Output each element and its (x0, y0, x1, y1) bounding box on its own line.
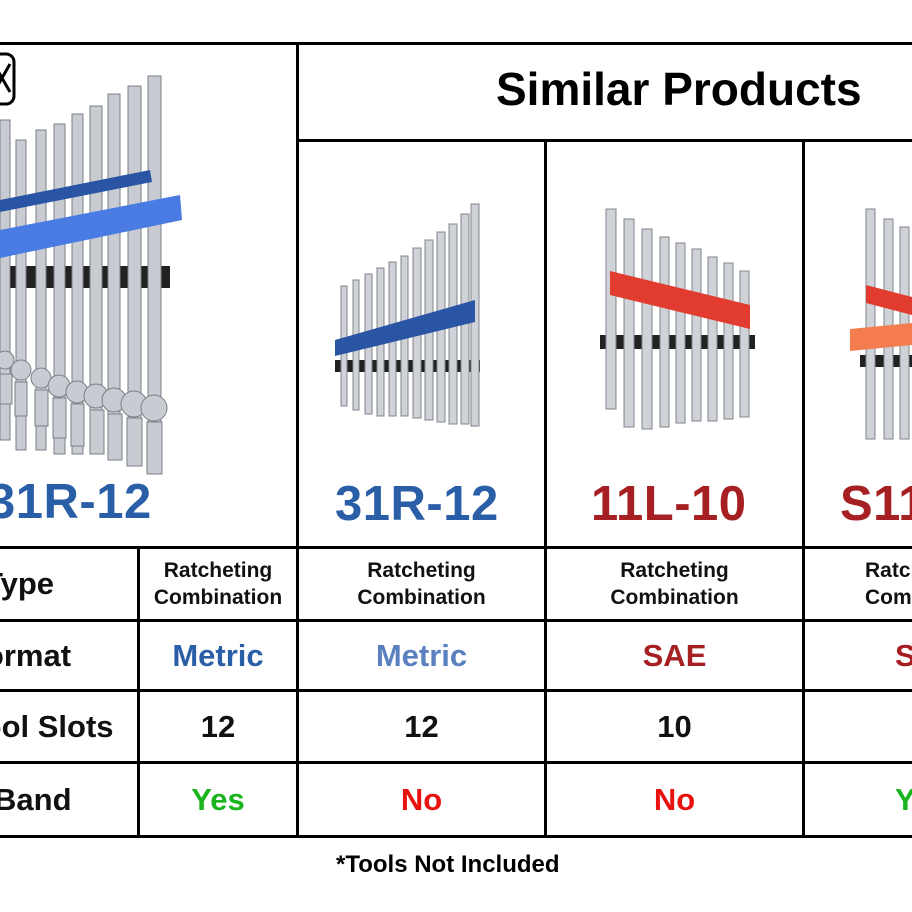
tools-not-included-note: *Tools Not Included (336, 851, 560, 878)
p1-format-value: Metric (375, 637, 468, 673)
main-format-value: Metric (172, 637, 264, 673)
p1-model-name: 31R-12 (335, 477, 499, 531)
row-label-type: Type (0, 566, 55, 601)
images-bottom-border (0, 546, 912, 549)
p2-slots-value: 10 (657, 708, 692, 744)
logo-badge-icon (0, 52, 16, 106)
main-slots-value: 12 (200, 708, 236, 744)
p1-type-value: Ratcheting Combination (299, 549, 544, 619)
p2-type-value: Ratcheting Combination (547, 549, 802, 619)
table-bottom-border (0, 835, 912, 838)
main-column-divider (296, 42, 299, 838)
row-type-bottom-border (0, 619, 912, 622)
p2-model-name: 11L-10 (591, 477, 747, 531)
p3-type-text: Ratcheting Combination (865, 559, 912, 609)
table-top-border (0, 42, 912, 45)
p1-band-value: No (400, 781, 443, 817)
p2-format-value: SAE (642, 637, 707, 673)
similar-header-bottom-border (298, 139, 912, 142)
label-column-divider (137, 546, 140, 838)
main-wrench-set-image (0, 75, 182, 475)
row-label-slots: Tool Slots (0, 708, 114, 744)
p3-band-value: Y (895, 781, 912, 817)
p2-column-divider (802, 139, 805, 838)
similar-products-title: Similar Products (496, 63, 862, 115)
p3-model-name: S11 (840, 477, 912, 531)
main-model-name: 31R-12 (0, 475, 152, 529)
p3-type-value: Ratcheting Combination (805, 549, 912, 619)
row-slots-bottom-border (0, 761, 912, 764)
p1-type-text: Ratcheting Combination (357, 559, 486, 609)
p2-type-text: Ratcheting Combination (610, 559, 739, 609)
p2-wrench-set-image (600, 208, 755, 430)
p2-band-value: No (653, 781, 696, 817)
main-type-text: Ratcheting Combination (153, 559, 283, 609)
row-label-format: Format (0, 637, 72, 673)
p1-slots-value: 12 (404, 708, 439, 744)
main-band-value: Yes (191, 781, 245, 817)
p1-wrench-set-image (335, 203, 480, 427)
p3-format-value: S (895, 637, 912, 673)
row-format-bottom-border (0, 689, 912, 692)
main-type-value: Ratcheting Combination (140, 549, 296, 619)
row-label-band: Band (0, 781, 72, 817)
p1-column-divider (544, 139, 547, 838)
p3-wrench-set-image (850, 208, 912, 440)
